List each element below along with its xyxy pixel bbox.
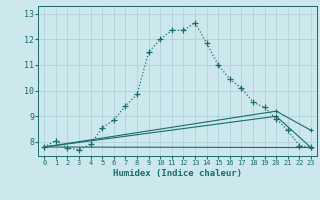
X-axis label: Humidex (Indice chaleur): Humidex (Indice chaleur)	[113, 169, 242, 178]
